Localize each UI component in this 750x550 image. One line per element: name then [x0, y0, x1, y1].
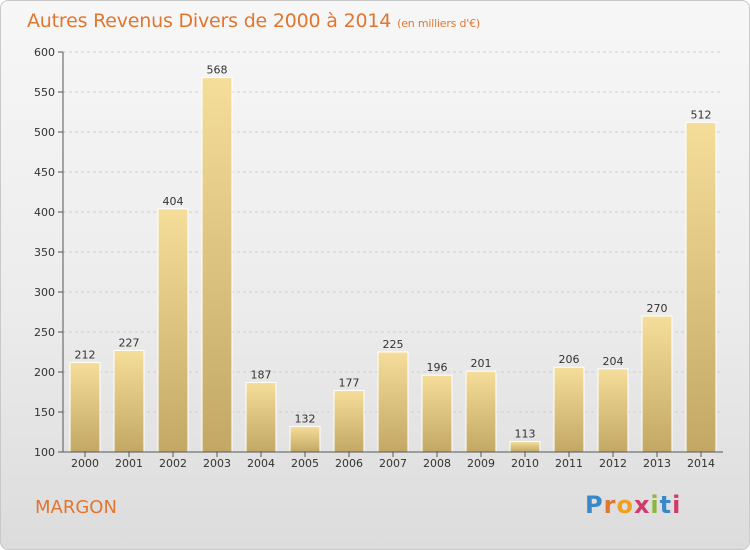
x-tick-label: 2004 — [247, 457, 275, 470]
bar — [113, 349, 145, 453]
y-tick-label: 600 — [34, 46, 55, 59]
logo-letter: t — [659, 491, 673, 519]
y-tick-label: 500 — [34, 126, 55, 139]
x-tick-label: 2000 — [71, 457, 99, 470]
logo-letter: o — [616, 491, 634, 519]
bar-value-label: 227 — [119, 336, 140, 349]
bar — [245, 381, 277, 453]
chart-title-text: Autres Revenus Divers de 2000 à 2014 — [27, 10, 392, 32]
bar — [421, 374, 453, 453]
y-tick-label: 450 — [34, 166, 55, 179]
bar-value-label: 177 — [339, 376, 360, 389]
x-tick-label: 2010 — [511, 457, 539, 470]
logo-letter: P — [585, 491, 604, 519]
chart-unit-label: (en milliers d'€) — [397, 17, 481, 30]
bar — [377, 351, 409, 453]
bar — [157, 208, 189, 453]
bar-value-label: 512 — [691, 108, 712, 121]
place-name: MARGON — [35, 497, 117, 518]
bar — [509, 441, 541, 453]
x-tick-label: 2011 — [555, 457, 583, 470]
bar-value-label: 132 — [295, 412, 316, 425]
y-tick-label: 250 — [34, 326, 55, 339]
bar — [201, 77, 233, 453]
x-tick-label: 2014 — [687, 457, 715, 470]
bar — [641, 315, 673, 453]
bar-value-label: 187 — [251, 368, 272, 381]
bar-value-label: 270 — [647, 302, 668, 315]
x-axis: 2000 2001 2002 2003 2004 2005 2006 2007 2008 2009… — [63, 451, 723, 470]
x-tick-label: 2008 — [423, 457, 451, 470]
bar-value-label: 201 — [471, 357, 492, 370]
y-tick-label: 350 — [34, 246, 55, 259]
bars: 212 227 404 568 187 132 177 225 196 201 113 206 204 2… — [69, 64, 717, 453]
bar-value-label: 404 — [163, 195, 184, 208]
bar — [553, 366, 585, 453]
y-axis: 100 150 200 250 300 350 400 450 500 550 600 — [34, 46, 64, 459]
y-tick-label: 400 — [34, 206, 55, 219]
x-tick-label: 2001 — [115, 457, 143, 470]
bar-value-label: 113 — [515, 428, 536, 441]
x-tick-label: 2006 — [335, 457, 363, 470]
y-tick-label: 150 — [34, 406, 55, 419]
bar — [465, 370, 497, 453]
proxiti-logo[interactable]: Proxiti — [585, 491, 681, 519]
bar — [289, 425, 321, 453]
x-tick-label: 2003 — [203, 457, 231, 470]
bar-value-label: 225 — [383, 338, 404, 351]
bar-value-label: 196 — [427, 361, 448, 374]
logo-letter: r — [603, 491, 617, 519]
x-tick-label: 2013 — [643, 457, 671, 470]
bar-value-label: 206 — [559, 353, 580, 366]
x-tick-label: 2007 — [379, 457, 407, 470]
x-tick-label: 2012 — [599, 457, 627, 470]
bar — [69, 361, 101, 453]
logo-letter: i — [672, 491, 682, 519]
y-tick-label: 300 — [34, 286, 55, 299]
logo-letter: x — [633, 491, 651, 519]
bar — [333, 389, 365, 453]
bar-value-label: 568 — [207, 64, 228, 77]
bar — [597, 368, 629, 453]
y-tick-label: 100 — [34, 446, 55, 459]
y-tick-label: 550 — [34, 86, 55, 99]
x-tick-label: 2009 — [467, 457, 495, 470]
x-tick-label: 2002 — [159, 457, 187, 470]
bar-value-label: 204 — [603, 355, 624, 368]
x-tick-label: 2005 — [291, 457, 319, 470]
bar — [685, 121, 717, 453]
y-tick-label: 200 — [34, 366, 55, 379]
bar-value-label: 212 — [75, 348, 96, 361]
logo-letter: i — [650, 491, 660, 519]
chart-title: Autres Revenus Divers de 2000 à 2014 (en … — [27, 10, 480, 32]
